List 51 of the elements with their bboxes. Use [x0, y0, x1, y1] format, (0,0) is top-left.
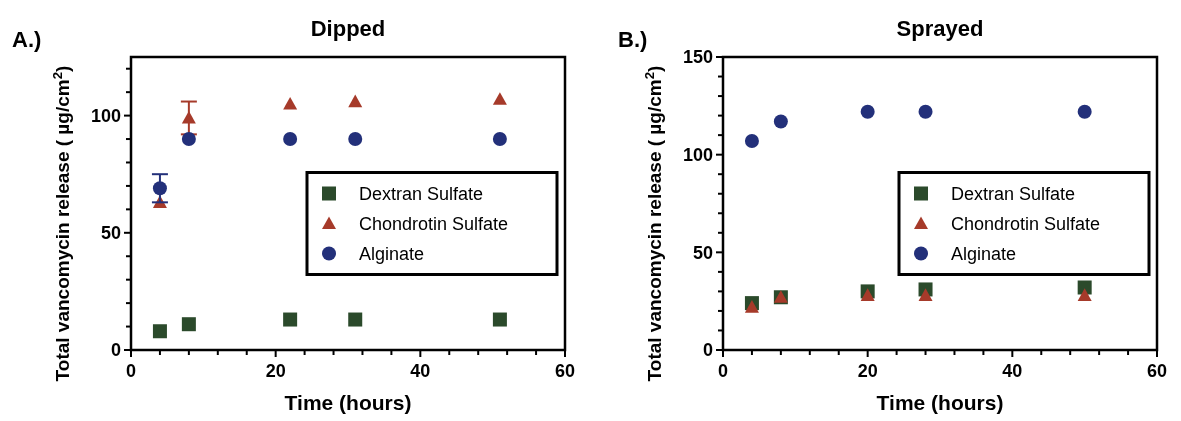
point	[283, 312, 298, 327]
x-tick-label: 0	[717, 361, 729, 381]
text: B.)	[618, 27, 648, 52]
x-axis-title: Time (hours)	[876, 391, 1004, 414]
x-tick-label: 60	[1146, 361, 1168, 381]
point	[860, 288, 875, 301]
legend-label: Chondrotin Sulfate	[951, 213, 1101, 234]
point	[492, 92, 507, 105]
x-tick-label: 40	[410, 361, 431, 381]
y-tick-label: 100	[682, 144, 713, 165]
x-tick-label: 40	[1002, 361, 1023, 381]
point	[492, 312, 507, 327]
point	[744, 133, 759, 148]
point	[283, 96, 298, 110]
point	[348, 94, 363, 108]
point	[1077, 288, 1092, 301]
legend-label: Alginate	[359, 243, 425, 264]
x-tick-label: 20	[857, 361, 878, 381]
point	[181, 110, 196, 124]
legend-label: Alginate	[951, 243, 1017, 264]
point	[918, 288, 933, 301]
point	[918, 104, 933, 119]
y-tick-label: 50	[100, 223, 121, 244]
text: A.)	[12, 27, 42, 52]
x-tick-label: 0	[125, 361, 137, 381]
legend-label: Dextran Sulfate	[951, 183, 1076, 204]
legend-label: Dextran Sulfate	[359, 183, 484, 204]
point	[860, 104, 875, 119]
point	[744, 300, 759, 313]
y-tick-label: 100	[90, 105, 121, 126]
x-axis-title: Time (hours)	[284, 391, 412, 414]
x-tick-label: 20	[265, 361, 286, 381]
point	[1077, 280, 1092, 295]
point	[283, 132, 298, 147]
legend-label: Chondrotin Sulfate	[359, 213, 509, 234]
point	[181, 317, 196, 332]
point	[1077, 104, 1092, 119]
y-tick-label: 0	[110, 340, 121, 361]
point	[348, 132, 363, 147]
x-tick-label: 60	[554, 361, 576, 381]
y-tick-label: 150	[682, 47, 713, 68]
point	[492, 132, 507, 147]
chart-title: Dipped	[310, 16, 386, 41]
point	[348, 312, 363, 327]
y-tick-label: 0	[702, 340, 713, 361]
point	[152, 324, 167, 339]
chart-title: Sprayed	[896, 16, 984, 41]
point	[773, 114, 788, 129]
point	[181, 132, 196, 147]
point	[152, 181, 167, 196]
y-tick-label: 50	[692, 242, 713, 263]
